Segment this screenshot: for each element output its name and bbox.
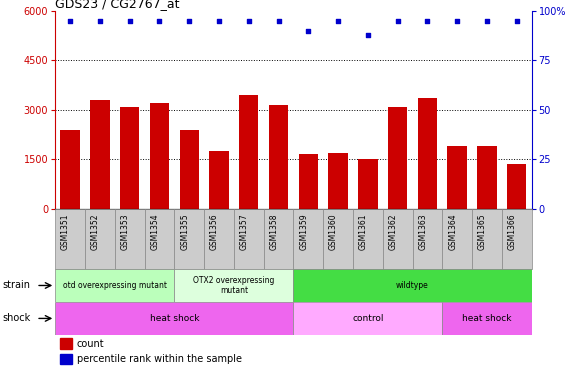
Bar — [502, 209, 532, 269]
Bar — [358, 159, 378, 209]
Text: shock: shock — [3, 313, 31, 324]
Bar — [264, 209, 293, 269]
Text: GSM1366: GSM1366 — [508, 213, 517, 250]
Text: strain: strain — [3, 280, 31, 291]
Text: GSM1356: GSM1356 — [210, 213, 219, 250]
Bar — [353, 209, 383, 269]
Bar — [442, 209, 472, 269]
Text: percentile rank within the sample: percentile rank within the sample — [77, 354, 242, 364]
Text: GSM1352: GSM1352 — [91, 213, 100, 250]
Point — [333, 18, 343, 24]
Text: GSM1365: GSM1365 — [478, 213, 487, 250]
Bar — [507, 164, 526, 209]
Bar — [150, 103, 169, 209]
Point — [185, 18, 194, 24]
Bar — [472, 209, 502, 269]
Text: control: control — [352, 314, 383, 323]
Bar — [239, 95, 259, 209]
Bar — [85, 209, 115, 269]
Bar — [383, 209, 413, 269]
Text: GSM1355: GSM1355 — [180, 213, 189, 250]
Bar — [145, 209, 174, 269]
Bar — [293, 209, 323, 269]
Text: wildtype: wildtype — [396, 281, 429, 290]
Bar — [174, 269, 293, 302]
Point — [274, 18, 283, 24]
Bar — [120, 107, 139, 209]
Bar — [90, 100, 110, 209]
Text: GSM1353: GSM1353 — [121, 213, 130, 250]
Point — [95, 18, 105, 24]
Text: GSM1362: GSM1362 — [389, 213, 397, 250]
Bar — [60, 338, 72, 349]
Point — [66, 18, 75, 24]
Bar — [323, 209, 353, 269]
Bar — [55, 209, 85, 269]
Bar — [447, 146, 467, 209]
Bar — [115, 209, 145, 269]
Point — [125, 18, 134, 24]
Point — [453, 18, 462, 24]
Point — [393, 18, 402, 24]
Bar — [413, 209, 442, 269]
Bar — [174, 209, 204, 269]
Point — [512, 18, 521, 24]
Text: GSM1363: GSM1363 — [418, 213, 428, 250]
Bar — [293, 302, 442, 335]
Text: otd overexpressing mutant: otd overexpressing mutant — [63, 281, 167, 290]
Bar — [442, 302, 532, 335]
Bar — [60, 130, 80, 209]
Bar — [204, 209, 234, 269]
Bar — [388, 107, 407, 209]
Text: heat shock: heat shock — [149, 314, 199, 323]
Bar — [477, 146, 497, 209]
Bar — [234, 209, 264, 269]
Text: GSM1351: GSM1351 — [61, 213, 70, 250]
Text: GSM1357: GSM1357 — [240, 213, 249, 250]
Text: heat shock: heat shock — [462, 314, 512, 323]
Point — [363, 32, 372, 38]
Point — [482, 18, 492, 24]
Bar — [209, 151, 229, 209]
Text: GSM1354: GSM1354 — [150, 213, 159, 250]
Point — [423, 18, 432, 24]
Bar — [293, 269, 532, 302]
Point — [304, 28, 313, 34]
Bar — [180, 130, 199, 209]
Point — [214, 18, 224, 24]
Bar — [55, 302, 293, 335]
Text: GSM1364: GSM1364 — [448, 213, 457, 250]
Text: count: count — [77, 339, 104, 348]
Bar — [328, 153, 348, 209]
Text: GSM1360: GSM1360 — [329, 213, 338, 250]
Text: GSM1358: GSM1358 — [270, 213, 278, 250]
Point — [155, 18, 164, 24]
Text: OTX2 overexpressing
mutant: OTX2 overexpressing mutant — [193, 276, 275, 295]
Bar — [299, 154, 318, 209]
Bar — [55, 269, 174, 302]
Text: GSM1361: GSM1361 — [359, 213, 368, 250]
Bar — [418, 98, 437, 209]
Bar — [269, 105, 288, 209]
Point — [244, 18, 253, 24]
Bar — [60, 354, 72, 365]
Text: GDS23 / CG2767_at: GDS23 / CG2767_at — [55, 0, 180, 10]
Text: GSM1359: GSM1359 — [299, 213, 309, 250]
